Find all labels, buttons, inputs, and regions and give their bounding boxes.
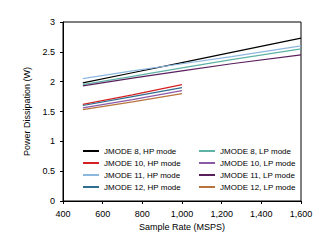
svg-text:JMODE 8, HP mode: JMODE 8, HP mode [104, 147, 177, 156]
svg-text:2: 2 [50, 77, 55, 87]
svg-text:1,400: 1,400 [250, 209, 273, 219]
svg-text:1,000: 1,000 [171, 209, 194, 219]
svg-text:JMODE 11, HP mode: JMODE 11, HP mode [104, 171, 181, 180]
svg-text:JMODE 12, HP mode: JMODE 12, HP mode [104, 183, 181, 192]
svg-text:Power Dissipation (W): Power Dissipation (W) [22, 67, 32, 156]
svg-text:JMODE 12, LP mode: JMODE 12, LP mode [220, 183, 296, 192]
svg-text:2.5: 2.5 [42, 47, 55, 57]
svg-text:400: 400 [55, 209, 70, 219]
svg-text:1,200: 1,200 [210, 209, 233, 219]
svg-text:JMODE 8, LP mode: JMODE 8, LP mode [220, 147, 292, 156]
svg-text:800: 800 [135, 209, 150, 219]
svg-text:0.5: 0.5 [42, 166, 55, 176]
svg-text:JMODE 11, LP mode: JMODE 11, LP mode [220, 171, 295, 180]
svg-text:JMODE 10, LP mode: JMODE 10, LP mode [220, 159, 296, 168]
svg-text:Sample Rate (MSPS): Sample Rate (MSPS) [139, 222, 225, 232]
svg-text:JMODE 10, HP mode: JMODE 10, HP mode [104, 159, 181, 168]
svg-text:0: 0 [50, 196, 55, 206]
svg-text:1,600: 1,600 [290, 209, 313, 219]
svg-text:1.5: 1.5 [42, 107, 55, 117]
svg-text:3: 3 [50, 17, 55, 27]
svg-text:600: 600 [95, 209, 110, 219]
svg-text:1: 1 [50, 136, 55, 146]
